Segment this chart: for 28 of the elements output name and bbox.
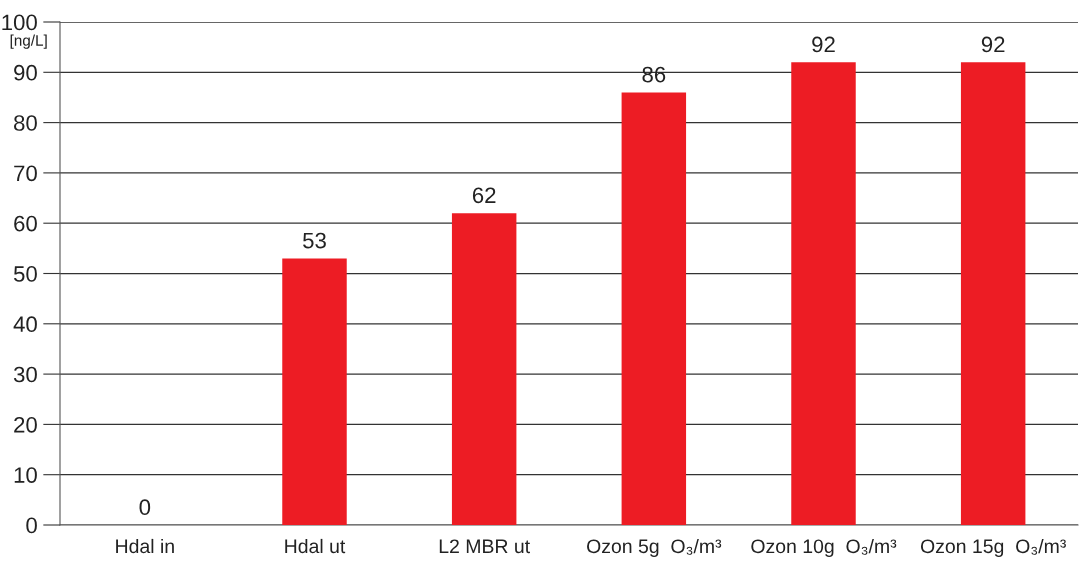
- y-tick-label: 40: [13, 316, 37, 333]
- x-tick-label: Ozon 10g O₃/m³: [751, 538, 897, 558]
- y-tick-label: 80: [14, 115, 37, 131]
- y-tick-label: 100: [2, 14, 37, 31]
- y-tick-label: 20: [14, 416, 37, 433]
- x-tick-label: Ozon 5g O₃/m³: [587, 538, 722, 558]
- bar: [451, 213, 517, 525]
- y-tick-label: 70: [14, 165, 37, 182]
- x-tick-label: Hdal ut: [285, 538, 346, 554]
- data-label: 92: [981, 36, 1005, 53]
- y-axis-title: [ng/L]: [10, 34, 47, 49]
- bar: [282, 258, 347, 525]
- x-tick-label: Hdal in: [116, 538, 174, 554]
- x-tick-label: L2 MBR ut: [439, 539, 530, 554]
- data-label: 0: [139, 499, 151, 516]
- y-tick-label: 60: [14, 215, 37, 232]
- data-label: 62: [472, 187, 496, 204]
- y-tick-label: 50: [13, 266, 37, 282]
- bar: [621, 92, 687, 525]
- y-tick-label: 0: [26, 517, 37, 534]
- data-label: 92: [812, 36, 835, 53]
- x-tick-label: Ozon 15g O₃/m³: [920, 538, 1066, 558]
- y-tick-label: 90: [14, 64, 37, 81]
- bar: [791, 62, 856, 525]
- data-label: 53: [303, 232, 326, 249]
- y-tick-label: 30: [13, 366, 37, 383]
- y-tick-label: 10: [14, 467, 37, 483]
- bar: [960, 62, 1026, 525]
